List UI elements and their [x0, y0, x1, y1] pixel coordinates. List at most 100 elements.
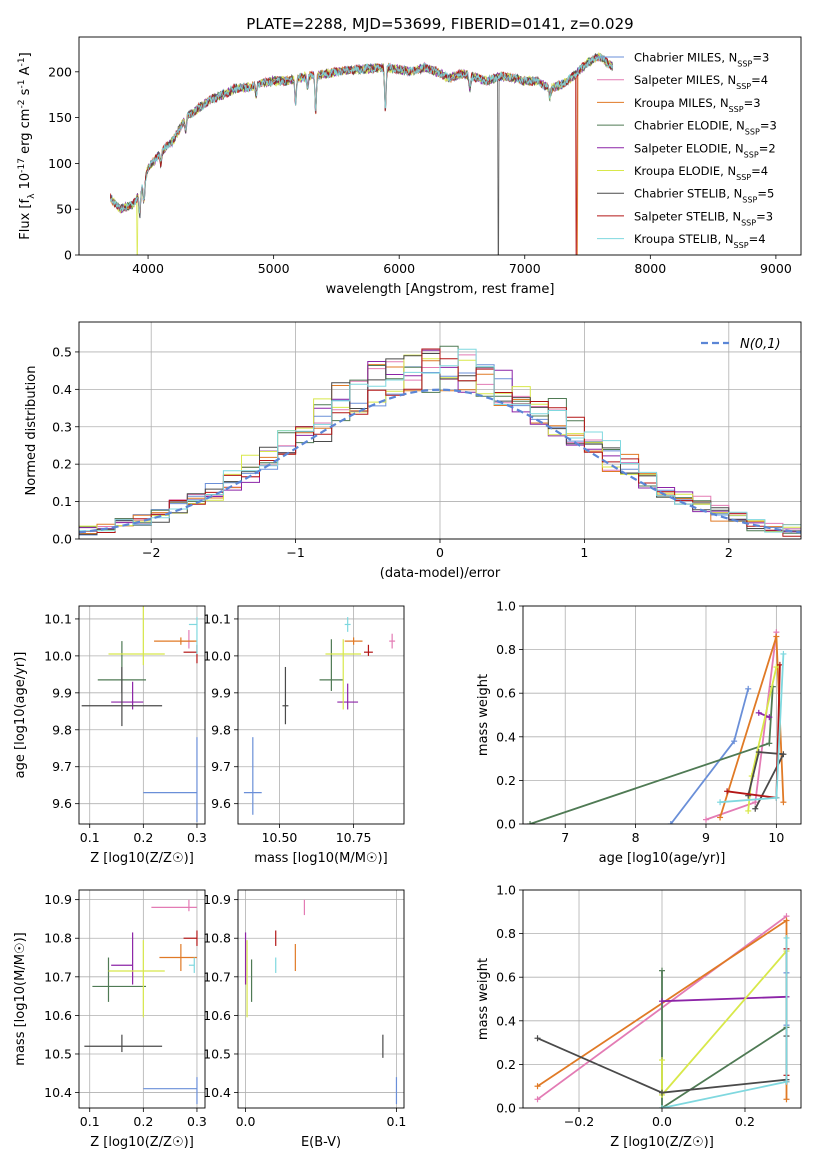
z-mass-errorbar-point: [111, 932, 134, 985]
ebv-mass-xtick-label: 0.1: [387, 1114, 407, 1129]
ebv-mass-ytick-label: 10.4: [203, 1085, 231, 1100]
age-weight-marker: [527, 821, 534, 824]
z-mass-ytick-label: 10.4: [44, 1085, 72, 1100]
ebv-mass-ytick-label: 10.8: [203, 931, 231, 946]
legend-label: Kroupa STELIB, NSSP=4: [634, 232, 766, 250]
age-weight-series-line: [747, 751, 785, 810]
ebv-mass-plot-area: [244, 899, 398, 1105]
age-weight-xtick-label: 9: [702, 830, 710, 845]
z-age-errorbar-point: [111, 681, 144, 710]
spectrum-xtick-label: 4000: [132, 261, 164, 276]
age-weight-marker: [731, 738, 738, 745]
z-weight-xlabel: Z [log10(Z/Z☉)]: [610, 1135, 714, 1150]
z-mass-errorbar-point: [92, 957, 147, 1002]
z-mass-ytick-label: 10.8: [44, 931, 72, 946]
spectrum-xtick-label: 9000: [760, 261, 792, 276]
age-weight-ylabel: mass weight: [476, 674, 491, 756]
age-weight-marker: [780, 650, 787, 657]
z-mass-errorbar-point: [188, 957, 195, 973]
z-age-xtick-label: 0.2: [133, 830, 153, 845]
age-weight-marker: [745, 685, 752, 692]
mass-age-grid: [238, 606, 404, 824]
z-weight-ytick-label: 0.4: [496, 1013, 516, 1028]
legend-label: Salpeter ELODIE, NSSP=2: [634, 141, 776, 159]
age-weight-marker: [702, 816, 709, 823]
z-weight-xtick-label: −0.2: [564, 1114, 594, 1129]
z-age-ytick-label: 10.0: [44, 648, 72, 663]
z-weight-marker: [659, 998, 665, 1005]
residuals-xtick-label: 1: [580, 545, 588, 560]
ebv-mass-ytick-label: 10.9: [203, 892, 231, 907]
z-mass-errorbar-point: [159, 944, 197, 972]
z-age-ytick-label: 9.9: [52, 685, 72, 700]
age-weight-xtick-label: 10: [768, 830, 784, 845]
z-mass-xtick-label: 0.3: [187, 1114, 207, 1129]
z-age-ytick-label: 10.1: [44, 611, 72, 626]
age-weight-ytick-label: 0.2: [496, 773, 516, 788]
spectrum-series-line: [110, 53, 614, 214]
residuals-ytick-label: 0.4: [52, 382, 72, 397]
legend-label: Kroupa MILES, NSSP=3: [634, 96, 761, 114]
age-weight-marker: [766, 740, 773, 747]
z-weight-series-line: [661, 995, 787, 1003]
age-weight-marker: [766, 714, 773, 721]
z-age-grid: [79, 606, 205, 824]
normal-reference-curve: [79, 388, 801, 534]
z-mass-errorbar-point: [151, 899, 197, 912]
age-weight-series-line: [529, 686, 774, 824]
age-weight-marker: [752, 805, 759, 812]
z-weight-ytick-label: 0.0: [496, 1101, 516, 1116]
z-weight-marker: [783, 1078, 790, 1085]
age-weight-axes-frame: [522, 605, 802, 825]
residuals-xtick-label: 2: [725, 545, 733, 560]
mass-age-xtick-label: 10.75: [336, 830, 372, 845]
ebv-mass-ytick-label: 10.6: [203, 1008, 231, 1023]
spectrum-ytick-label: 150: [48, 110, 72, 125]
z-weight-marker: [783, 917, 790, 924]
z-weight-marker: [783, 1096, 790, 1103]
age-weight-ytick-label: 1.0: [496, 599, 516, 614]
z-weight-marker: [659, 1089, 665, 1096]
age-weight-plot-area: [527, 629, 787, 824]
age-weight-marker: [776, 661, 783, 668]
age-weight-series-line: [758, 711, 770, 719]
z-age-errorbar-point: [188, 617, 198, 655]
residuals-axes-frame: [78, 321, 802, 540]
z-age-panel: 0.1 0.2 0.3 9.6 9.7 9.8 9.9 10.0 10.1 Z [log10(Z/…: [13, 605, 207, 866]
spectrum-series-line: [110, 54, 614, 255]
mass-age-errorbar-point: [337, 683, 359, 710]
legend-label: Salpeter STELIB, NSSP=3: [634, 209, 773, 227]
z-age-ytick-label: 9.7: [52, 759, 72, 774]
spectrum-legend: Chabrier MILES, NSSP=3 Salpeter MILES, NS…: [597, 51, 777, 250]
z-weight-axes-frame: [522, 889, 802, 1109]
age-weight-marker: [717, 799, 724, 806]
mass-age-axes-frame: [237, 605, 405, 825]
ebv-mass-grid: [238, 890, 404, 1108]
spectrum-ytick-label: 200: [48, 64, 72, 79]
z-weight-panel: −0.2 0.0 0.2 0.0 0.2 0.4 0.6 0.8 1.0 Z [log10(Z/Z…: [476, 883, 802, 1150]
z-mass-ytick-label: 10.5: [44, 1046, 72, 1061]
age-weight-marker: [773, 664, 780, 671]
z-mass-grid: [79, 890, 205, 1108]
age-weight-marker: [773, 633, 780, 640]
z-age-axes-frame: [78, 605, 206, 825]
spectrum-xtick-label: 5000: [258, 261, 290, 276]
z-age-errorbar-point: [108, 606, 165, 666]
legend-label: Chabrier STELIB, NSSP=5: [634, 187, 774, 205]
z-weight-marker: [534, 1083, 541, 1090]
figure-title: PLATE=2288, MJD=53699, FIBERID=0141, z=0…: [246, 15, 633, 33]
mass-age-errorbar-point: [344, 617, 351, 632]
z-weight-series-line: [661, 950, 788, 1098]
mass-age-errorbar-point: [389, 633, 396, 649]
z-weight-marker: [534, 1096, 541, 1103]
age-weight-xtick-label: 7: [561, 830, 569, 845]
age-weight-ytick-label: 0.8: [496, 642, 516, 657]
age-weight-panel: 7 8 9 10 0.0 0.2 0.4 0.6 0.8 1.0 age [log10(age/yr…: [476, 599, 802, 866]
age-weight-marker: [667, 821, 674, 824]
residuals-legend: N(0,1): [701, 337, 781, 352]
z-weight-marker: [659, 1105, 665, 1108]
age-weight-series-line: [670, 688, 750, 824]
z-age-errorbar-point: [143, 737, 198, 823]
z-mass-xtick-label: 0.1: [80, 1114, 100, 1129]
